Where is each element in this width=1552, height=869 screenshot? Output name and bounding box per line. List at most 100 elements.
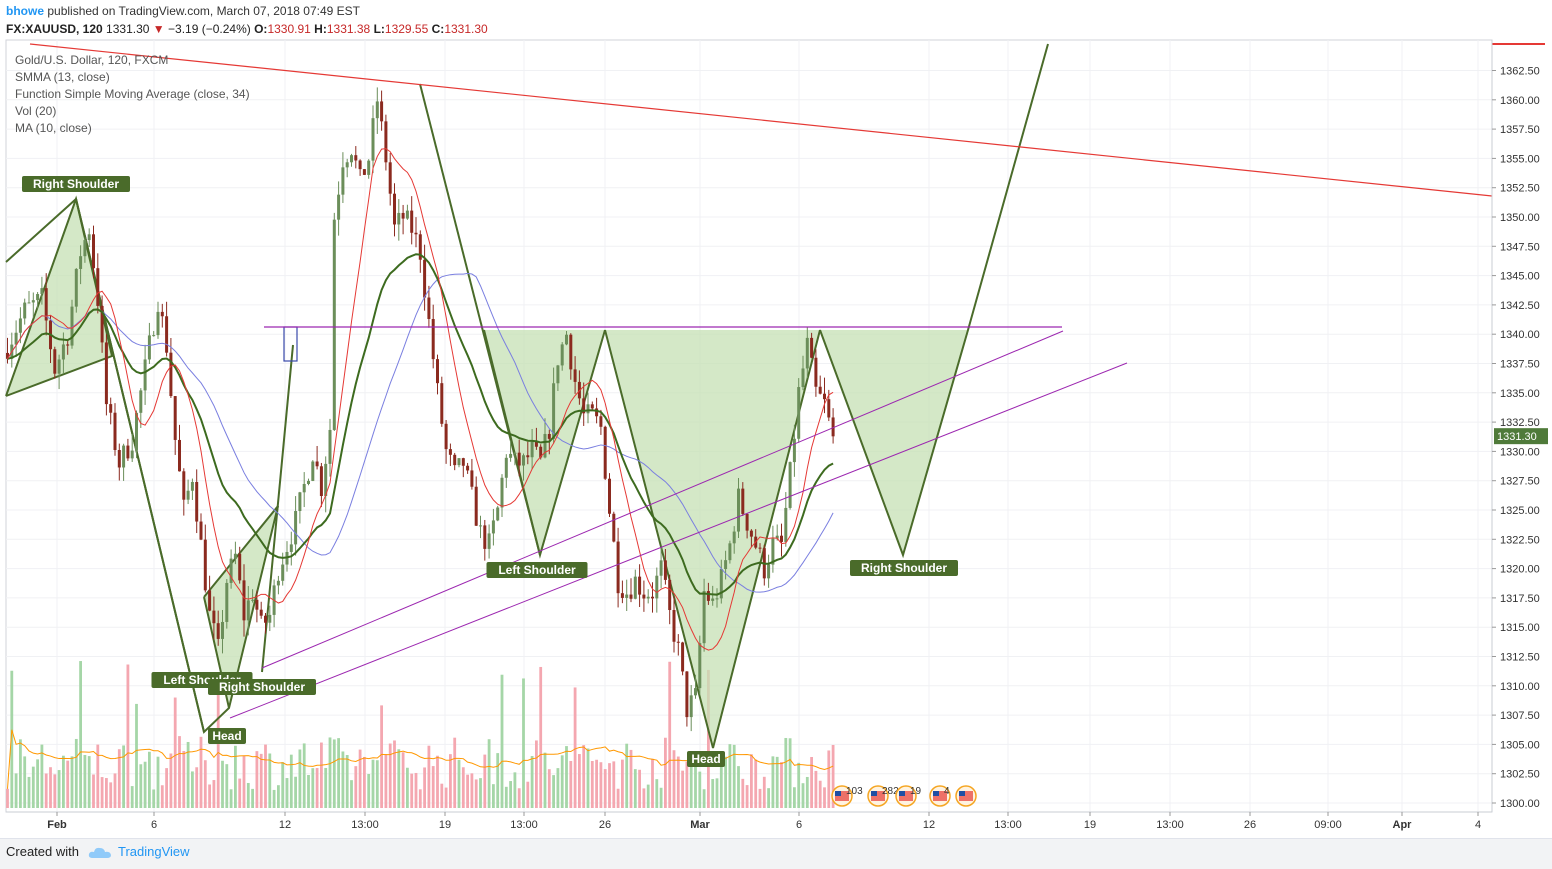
pattern-line <box>5 197 279 734</box>
volume-bar <box>122 745 125 808</box>
candle-body <box>199 521 203 540</box>
candle-body <box>728 543 732 561</box>
event-count: 103 <box>846 786 863 797</box>
candle-body <box>100 305 104 343</box>
candle-body <box>582 398 586 414</box>
candle-body <box>711 598 715 601</box>
volume-bar <box>315 768 319 808</box>
volume-bar <box>195 767 199 808</box>
candle-body <box>805 337 809 369</box>
event-count: 282 <box>882 786 899 797</box>
volume-bar <box>156 756 160 808</box>
candle-body <box>431 318 435 360</box>
candle-body <box>178 439 181 472</box>
volume-bar <box>827 750 831 808</box>
volume-bar <box>298 749 302 808</box>
created-with-text: Created with <box>6 844 79 859</box>
volume-bar <box>285 778 289 808</box>
candle-body <box>380 101 384 122</box>
candle-body <box>479 525 482 527</box>
volume-bar <box>444 787 448 808</box>
volume-bar <box>294 776 297 808</box>
publish-text: published on TradingView.com, March 07, … <box>47 4 360 18</box>
time-axis[interactable]: Feb 6 12 13:00 19 13:00 26 Mar 6 12 13:00 19 13:00 26… <box>6 811 1492 831</box>
volume-bar <box>526 781 530 808</box>
candle-body <box>461 458 465 466</box>
candle-body <box>681 642 685 672</box>
flag-icon <box>871 791 885 801</box>
legend-smma[interactable]: SMMA (13, close) <box>15 70 110 84</box>
volume-bar <box>40 744 44 808</box>
candle-body <box>31 300 35 303</box>
volume-bar <box>242 755 246 808</box>
candle-body <box>14 332 18 345</box>
tradingview-link[interactable]: TradingView <box>118 844 190 859</box>
volume-bar <box>62 755 65 808</box>
candle-body <box>393 193 396 225</box>
time-tick-label: 13:00 <box>510 819 538 831</box>
ma10-line <box>7 148 834 651</box>
volume-bar <box>388 743 392 808</box>
volume-bar <box>694 762 697 808</box>
candle-body <box>160 311 164 317</box>
candle-body <box>749 530 753 537</box>
event-badges[interactable]: 103 282 19 4 <box>831 785 977 807</box>
price-axis[interactable]: 1300.00 1302.50 1305.00 1307.50 1310.00 1312.… <box>1491 40 1548 812</box>
volume-bar <box>74 738 78 808</box>
candle-body <box>543 433 547 458</box>
candle-body <box>259 609 263 616</box>
candle-body <box>294 511 298 545</box>
volume-bar <box>565 746 568 808</box>
last-price-tag <box>1494 428 1548 445</box>
candle-body <box>517 452 521 466</box>
price-change: −3.19 (−0.24%) <box>168 22 251 36</box>
candle-body <box>668 579 672 611</box>
time-tick-label: 19 <box>1084 819 1096 831</box>
candle-body <box>423 259 427 298</box>
low-value: 1329.55 <box>384 22 429 36</box>
candle-body <box>788 462 792 508</box>
pattern-label-bg <box>486 562 588 578</box>
volume-bar <box>246 782 250 808</box>
candle-body <box>225 582 229 622</box>
legend-main-series[interactable]: Gold/U.S. Dollar, 120, FXCM <box>15 53 169 67</box>
author-link[interactable]: bhowe <box>6 4 44 18</box>
volume-bar <box>582 745 586 808</box>
volume-bar <box>328 737 332 808</box>
price-tick-label: 1362.50 <box>1500 66 1540 78</box>
candle-body <box>629 594 633 599</box>
volume-bar <box>96 744 100 808</box>
candle-body <box>397 212 401 225</box>
volume-bar <box>83 754 87 808</box>
volume-bar <box>423 767 426 808</box>
candle-body <box>719 569 723 599</box>
candle-body <box>388 162 392 194</box>
candle-body <box>608 478 611 514</box>
legend-volume[interactable]: Vol (20) <box>15 104 57 118</box>
legend-ma10[interactable]: MA (10, close) <box>15 121 92 135</box>
candle-body <box>539 446 543 458</box>
sma34-line <box>7 272 834 593</box>
volume-bar <box>57 770 61 808</box>
flag-icon <box>933 791 947 801</box>
price-chart[interactable]: Right Shoulder Left Shoulder Head Right Sho… <box>0 0 1552 838</box>
volume-bar <box>676 756 680 808</box>
legend-sma34[interactable]: Function Simple Moving Average (close, 3… <box>15 87 250 101</box>
volume-bar <box>126 664 130 808</box>
volume-bar <box>397 749 401 808</box>
volume-bar <box>651 758 654 808</box>
volume-bar <box>603 769 607 808</box>
volume-bar <box>191 771 194 808</box>
volume-bar <box>595 759 598 808</box>
pattern-label-bg <box>687 751 725 767</box>
volume-bar <box>221 760 224 808</box>
symbol-info: FX:XAUUSD, 120 1331.30 ▼ −3.19 (−0.24%) … <box>6 22 488 36</box>
price-tick-label: 1305.00 <box>1500 739 1540 751</box>
volume-bar <box>612 761 616 808</box>
high-value: 1331.38 <box>326 22 371 36</box>
volume-bar <box>36 759 39 808</box>
candle-body <box>586 404 590 414</box>
volume-bar <box>504 786 508 808</box>
time-tick-label: 26 <box>599 819 611 831</box>
candle-body <box>775 535 779 539</box>
